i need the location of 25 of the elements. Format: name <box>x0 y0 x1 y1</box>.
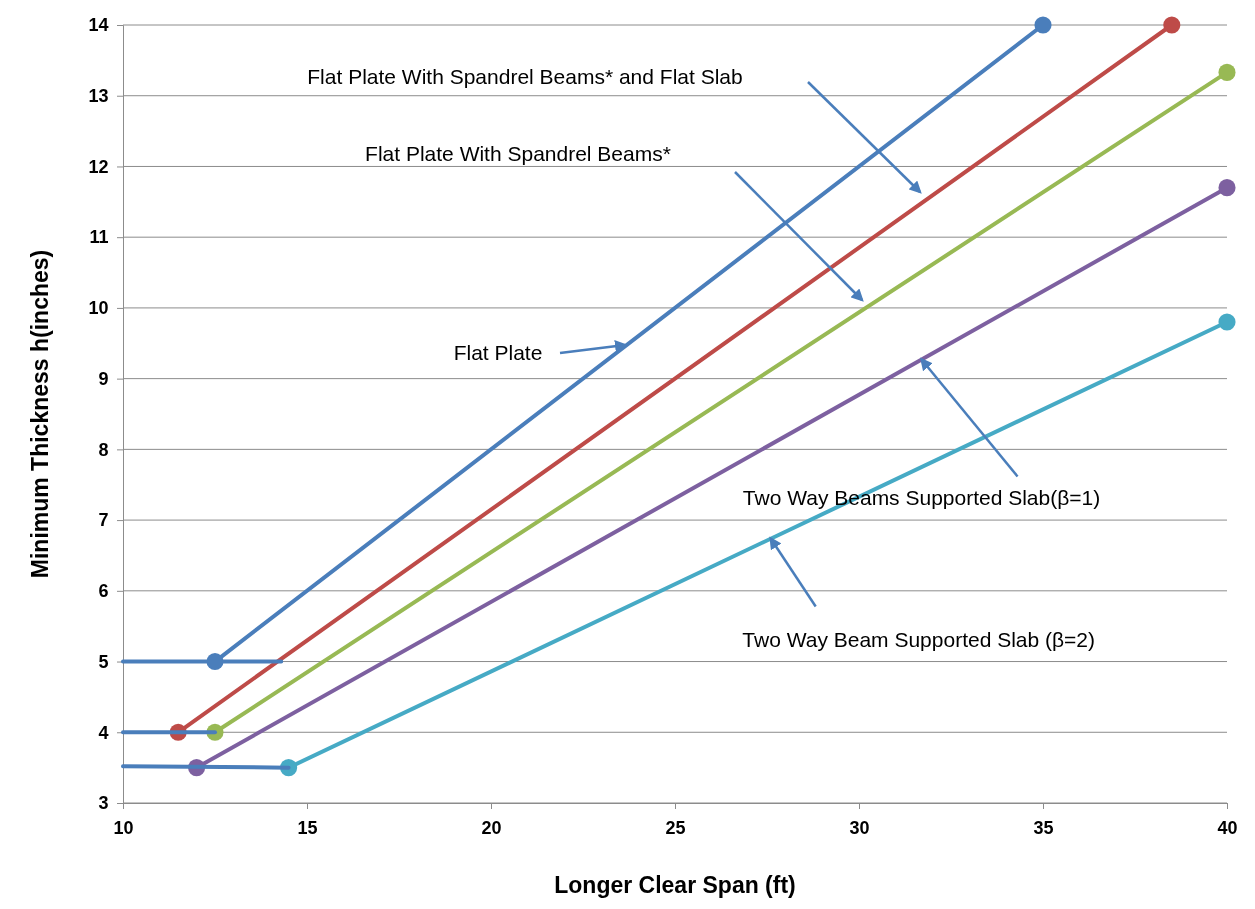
y-tick-label: 3 <box>98 793 109 814</box>
x-tick-label: 40 <box>1217 817 1238 838</box>
y-tick-label: 11 <box>89 227 109 248</box>
y-tick-label: 7 <box>98 510 109 531</box>
y-tick-label: 8 <box>98 439 109 460</box>
y-tick-label: 4 <box>98 722 109 743</box>
annotation: Flat Plate With Spandrel Beams* <box>365 141 671 165</box>
y-tick-label: 10 <box>88 298 109 319</box>
x-tick-label: 25 <box>665 817 686 838</box>
y-tick-label: 5 <box>98 651 109 672</box>
x-tick-label: 20 <box>481 817 502 838</box>
y-tick-label: 6 <box>98 581 109 602</box>
x-tick-label: 35 <box>1033 817 1054 838</box>
y-tick-label: 9 <box>98 368 109 389</box>
annotation: Two Way Beam Supported Slab (β=2) <box>742 628 1096 652</box>
y-tick-label: 13 <box>88 85 109 106</box>
x-tick-label: 10 <box>113 817 134 838</box>
annotation: Flat Plate <box>453 340 543 364</box>
x-tick-label: 15 <box>297 817 318 838</box>
x-axis-title: Longer Clear Span (ft) <box>554 872 796 898</box>
annotation: Flat Plate With Spandrel Beams* and Flat Slab <box>307 64 743 88</box>
y-tick-label: 12 <box>88 156 109 177</box>
y-axis-title: Minimum Thickness h(inches) <box>27 249 53 579</box>
y-tick-label: 14 <box>88 15 109 36</box>
x-tick-label: 30 <box>849 817 870 838</box>
